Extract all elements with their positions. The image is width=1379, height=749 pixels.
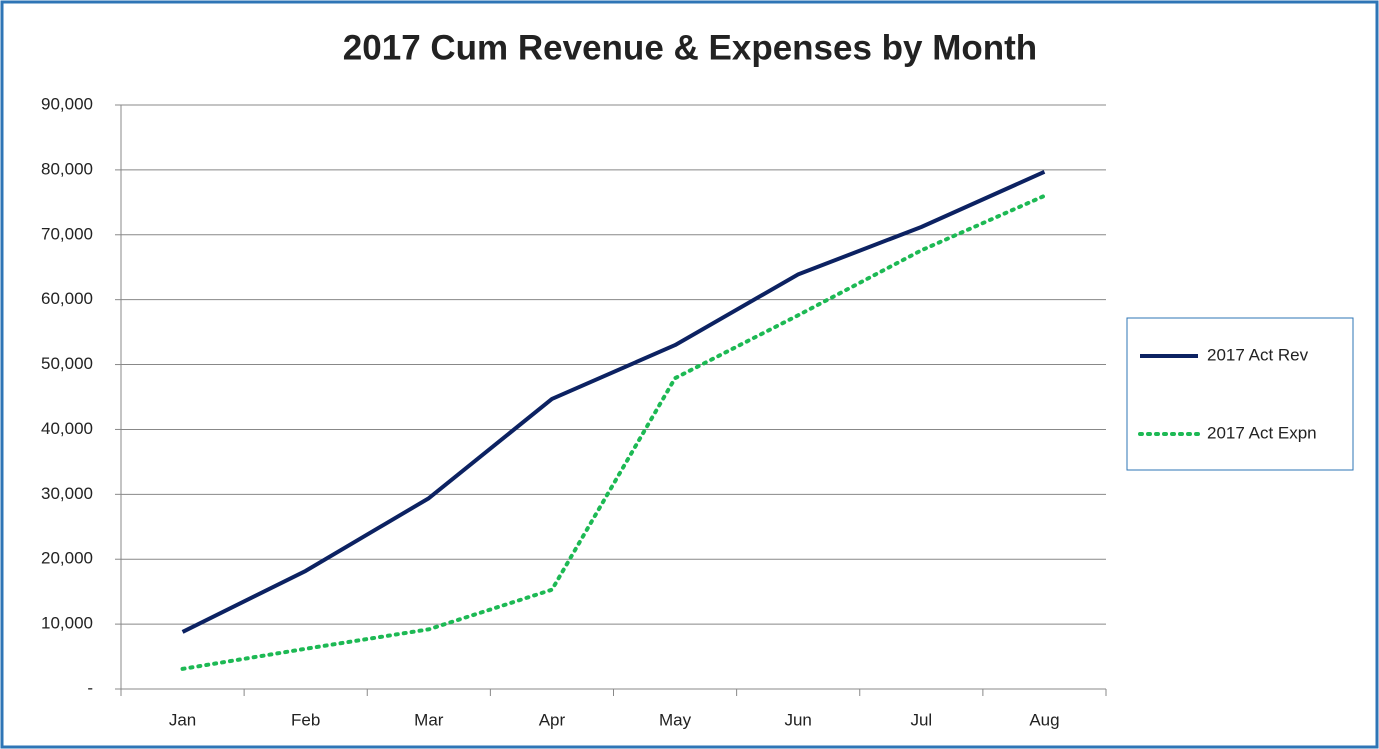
x-tick-label: Aug [1029, 710, 1059, 729]
y-tick-label: 60,000 [41, 289, 93, 308]
legend-box [1126, 317, 1354, 471]
y-tick-label: 30,000 [41, 484, 93, 503]
legend-label: 2017 Act Expn [1207, 423, 1317, 442]
y-tick-label: 80,000 [41, 159, 93, 178]
y-tick-label: 50,000 [41, 354, 93, 373]
y-tick-label: - [87, 678, 93, 697]
y-tick-label: 70,000 [41, 224, 93, 243]
x-tick-label: May [659, 710, 692, 729]
x-tick-label: Jun [784, 710, 811, 729]
y-tick-label: 40,000 [41, 419, 93, 438]
x-tick-label: Apr [539, 710, 566, 729]
y-tick-label: 20,000 [41, 549, 93, 568]
x-tick-label: Mar [414, 710, 444, 729]
chart-title: 2017 Cum Revenue & Expenses by Month [343, 28, 1037, 67]
x-tick-label: Jan [169, 710, 196, 729]
series-line [180, 193, 1047, 671]
x-tick-label: Jul [910, 710, 932, 729]
legend-label: 2017 Act Rev [1207, 345, 1309, 364]
y-tick-label: 90,000 [41, 94, 93, 113]
series-line [181, 170, 1046, 634]
y-tick-label: 10,000 [41, 614, 93, 633]
x-tick-label: Feb [291, 710, 320, 729]
